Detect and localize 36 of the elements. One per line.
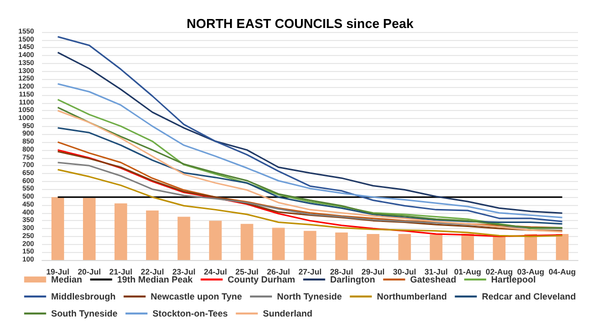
x-tick-label: 20-Jul [78, 268, 101, 276]
x-tick-label: 04-Aug [548, 268, 576, 276]
x-tick-label: 01-Aug [454, 268, 482, 276]
line-series [57, 168, 563, 238]
legend-label: Sunderland [262, 308, 312, 318]
x-tick-label: 23-Jul [172, 268, 196, 276]
chart-title: NORTH EAST COUNCILS since Peak [186, 16, 414, 31]
x-tick-label: 31-Jul [424, 268, 448, 276]
legend-label: South Tyneside [51, 308, 118, 318]
line-series [57, 83, 563, 218]
legend-label: Redcar and Cleveland [482, 292, 576, 302]
legend-label: Hartlepool [491, 274, 536, 284]
x-tick-label: 27-Jul [298, 268, 322, 276]
x-tick-label: 29-Jul [361, 268, 385, 276]
legend-label: Northumberland [376, 292, 447, 302]
legend-label: 19th Median Peak [117, 274, 194, 284]
x-tick-label: 24-Jul [204, 268, 227, 276]
legend-label: Darlington [330, 274, 376, 284]
x-tick-label: 21-Jul [109, 268, 132, 276]
x-tick-label: 30-Jul [393, 268, 416, 276]
legend-label: Stockton-on-Tees [152, 308, 228, 318]
x-tick-label: 26-Jul [266, 268, 290, 276]
legend-label: Median [51, 274, 82, 284]
legend-label: Gateshead [410, 274, 456, 284]
legend-label: Middlesbrough [51, 292, 116, 302]
x-tick-label: 19-Jul [46, 268, 70, 276]
legend-label: North Tyneside [276, 292, 342, 302]
x-tick-label: 25-Jul [235, 268, 259, 276]
line-series [57, 162, 563, 230]
x-tick-label: 02-Aug [486, 268, 513, 276]
x-tick-label: 28-Jul [330, 268, 354, 276]
legend-label: County Durham [228, 274, 296, 284]
line-series [57, 127, 563, 225]
x-tick-label: 03-Aug [517, 268, 544, 276]
x-tick-label: 22-Jul [140, 268, 164, 276]
legend-label: Newcastle upon Tyne [150, 292, 242, 302]
